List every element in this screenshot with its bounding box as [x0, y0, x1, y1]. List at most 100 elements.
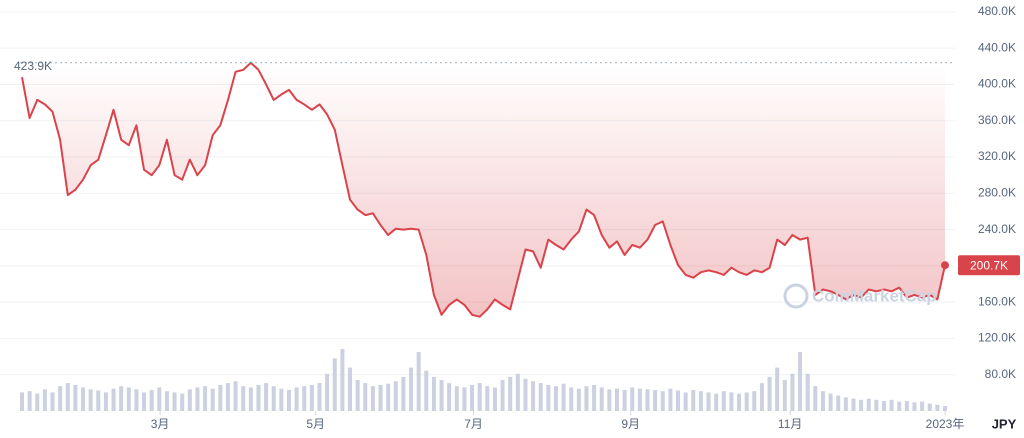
y-tick-label: 80.0K: [985, 367, 1016, 381]
volume-bar: [500, 380, 505, 411]
y-tick-label: 360.0K: [978, 113, 1016, 127]
volume-bar: [157, 387, 162, 411]
volume-bar: [317, 383, 322, 411]
volume-bar: [256, 384, 261, 411]
volume-bar: [35, 393, 40, 411]
x-tick-label: 11月: [778, 417, 802, 431]
price-line: [21, 61, 946, 318]
volume-bar: [370, 386, 375, 411]
volume-bar: [142, 392, 147, 411]
volume-bar: [698, 391, 703, 411]
y-tick-label: 120.0K: [978, 331, 1016, 345]
volume-bar: [538, 383, 543, 411]
volume-bar: [393, 381, 398, 411]
volume-bar: [668, 388, 673, 411]
volume-bar: [348, 367, 353, 411]
watermark: CoinMarketCap: [812, 286, 937, 305]
currency-label: JPY: [992, 416, 1017, 431]
volume-bar: [676, 390, 681, 411]
y-tick-label: 480.0K: [978, 4, 1016, 18]
volume-bar: [714, 393, 719, 411]
x-tick-label: 2023年: [926, 417, 965, 431]
y-tick-label: 440.0K: [978, 40, 1016, 54]
y-tick-label: 400.0K: [978, 77, 1016, 91]
volume-bar: [614, 388, 619, 411]
volume-bar: [752, 391, 757, 411]
volume-bar: [424, 370, 429, 411]
price-area: [22, 62, 945, 317]
volume-bar: [96, 390, 101, 411]
volume-bar: [302, 386, 307, 411]
volume-bar: [81, 387, 86, 411]
volume-bar: [607, 389, 612, 411]
volume-bar: [187, 389, 192, 411]
volume-bar: [569, 387, 574, 411]
volume-bar: [729, 392, 734, 411]
x-tick-label: 3月: [151, 417, 170, 431]
volume-bar: [904, 401, 909, 411]
volume-bar: [866, 398, 871, 411]
volume-bar: [859, 399, 864, 411]
volume-bar: [286, 389, 291, 411]
volume-bar: [149, 389, 154, 411]
volume-bar: [721, 391, 726, 411]
volume-bar: [683, 392, 688, 411]
volume-bar: [248, 387, 253, 411]
volume-bar: [881, 401, 886, 411]
volume-bar: [88, 389, 93, 411]
y-tick-label: 320.0K: [978, 149, 1016, 163]
volume-bar: [42, 389, 47, 411]
volume-bar: [546, 384, 551, 411]
volume-bar: [332, 358, 337, 411]
last-value-label: 200.7K: [970, 258, 1008, 272]
volume-bar: [592, 384, 597, 411]
volume-bar: [851, 398, 856, 411]
last-value-box: [958, 255, 1020, 276]
volume-bar: [820, 391, 825, 411]
volume-bar: [637, 388, 642, 411]
volume-bar: [737, 393, 742, 411]
volume-bar: [744, 392, 749, 411]
x-tick-label: 5月: [306, 417, 325, 431]
volume-bar: [126, 387, 131, 411]
volume-bar: [691, 389, 696, 411]
volume-bar: [416, 352, 421, 411]
volume-bar: [775, 367, 780, 411]
reference-label: 423.9K: [14, 59, 52, 73]
last-point: [941, 261, 949, 270]
volume-bar: [65, 383, 70, 411]
volume-bar: [912, 402, 917, 411]
volume-bar: [645, 389, 650, 411]
volume-bar: [790, 373, 795, 411]
volume-bar: [203, 386, 208, 411]
volume-bar: [462, 387, 467, 411]
volume-bar: [561, 383, 566, 411]
volume-bar: [172, 392, 177, 411]
volume-bar: [782, 380, 787, 411]
volume-bar: [134, 389, 139, 411]
volume-bar: [378, 384, 383, 411]
volume-bar: [523, 378, 528, 411]
volume-bar: [210, 388, 215, 411]
volume-bar: [706, 392, 711, 411]
volume-bar: [813, 386, 818, 411]
volume-bar: [515, 373, 520, 411]
volume-bar: [271, 386, 276, 411]
volume-bar: [447, 383, 452, 411]
volume-bar: [843, 397, 848, 411]
volume-bar: [454, 386, 459, 411]
volume-bar: [431, 376, 436, 411]
volume-bar: [477, 383, 482, 411]
volume-bar: [439, 380, 444, 411]
volume-bar: [218, 384, 223, 411]
volume-bar: [927, 403, 932, 411]
volume-bar: [897, 401, 902, 411]
volume-bar: [889, 399, 894, 411]
volume-bar: [531, 381, 536, 411]
y-tick-label: 280.0K: [978, 185, 1016, 199]
y-tick-label: 160.0K: [978, 294, 1016, 308]
volume-bar: [798, 352, 803, 411]
volume-bar: [920, 401, 925, 411]
volume-bar: [759, 383, 764, 411]
